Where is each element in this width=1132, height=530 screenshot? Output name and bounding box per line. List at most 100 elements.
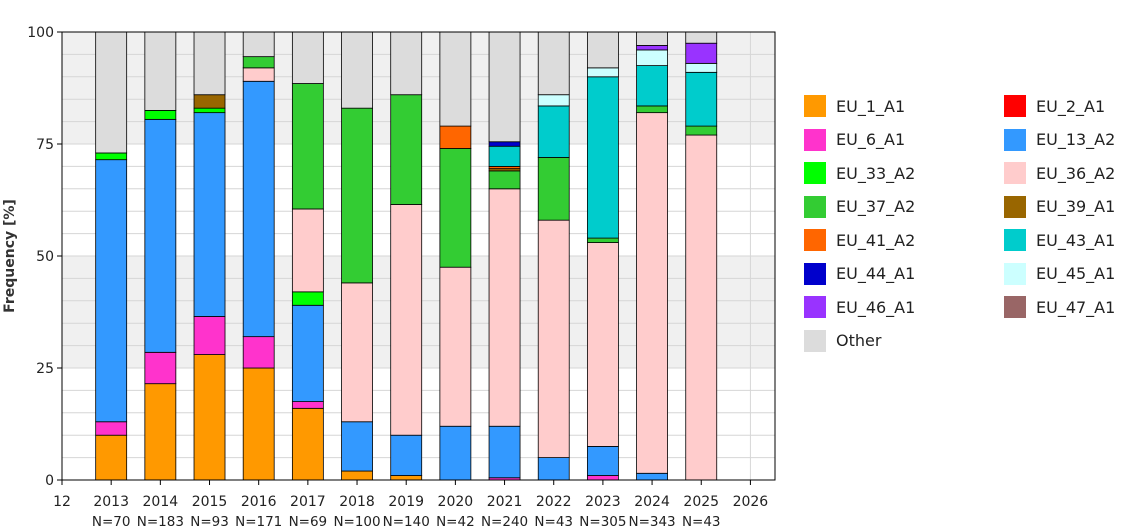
y-tick-label: 0 bbox=[45, 473, 54, 489]
y-tick-label: 75 bbox=[36, 137, 54, 153]
legend-label: EU_45_A1 bbox=[1036, 264, 1116, 283]
bar-segment-2013-eu_1_a1 bbox=[95, 434, 128, 481]
bar-segment-2019-eu_36_a2 bbox=[390, 204, 423, 436]
legend-swatch bbox=[1004, 128, 1026, 151]
x-tick-label: 2015 bbox=[192, 494, 228, 510]
bar-segment-2020-other bbox=[439, 31, 472, 127]
bar-segment-2016-eu_13_a2 bbox=[242, 80, 275, 338]
y-tick-label: 25 bbox=[36, 361, 54, 377]
sample-size-label: N=171 bbox=[235, 514, 282, 530]
bar-segment-2018-eu_36_a2 bbox=[341, 282, 373, 423]
legend-item-eu_39_a1: EU_39_A1 bbox=[1004, 194, 1115, 220]
legend-label: EU_6_A1 bbox=[836, 130, 906, 149]
bar-segment-2024-eu_37_a2 bbox=[636, 105, 668, 114]
bar-segment-2025-eu_43_a1 bbox=[685, 71, 718, 127]
bar-segment-2019-eu_37_a2 bbox=[390, 94, 423, 205]
legend-label: EU_2_A1 bbox=[1036, 96, 1106, 116]
bar-segment-2016-eu_1_a1 bbox=[242, 367, 275, 481]
bar-segment-2016-other bbox=[242, 31, 275, 58]
sample-size-label: N=240 bbox=[481, 514, 528, 530]
legend-swatch bbox=[1004, 262, 1026, 285]
legend-label: EU_46_A1 bbox=[836, 297, 916, 317]
y-axis-label: Frequency [%] bbox=[2, 199, 18, 313]
legend-label: EU_37_A2 bbox=[836, 197, 916, 216]
bar-segment-2017-eu_33_a2 bbox=[291, 291, 324, 306]
legend-label: EU_44_A1 bbox=[836, 264, 916, 283]
legend-item-eu_6_a1: EU_6_A1 bbox=[804, 127, 905, 153]
sample-size-label: N=183 bbox=[137, 514, 184, 530]
sample-size-label: N=343 bbox=[628, 514, 675, 530]
bar-segment-2021-eu_43_a1 bbox=[488, 145, 521, 167]
legend-swatch bbox=[804, 195, 826, 218]
bar-segment-2015-eu_1_a1 bbox=[193, 354, 226, 481]
bar-segment-2014-eu_13_a2 bbox=[144, 118, 177, 353]
bar-segment-2022-eu_36_a2 bbox=[537, 219, 570, 459]
legend-label: EU_39_A1 bbox=[1036, 197, 1116, 216]
bar-segment-2023-eu_13_a2 bbox=[586, 445, 619, 476]
legend-swatch bbox=[804, 229, 826, 251]
legend-swatch bbox=[804, 262, 826, 285]
bar-segment-2024-eu_13_a2 bbox=[636, 472, 668, 481]
bar-segment-2015-eu_6_a1 bbox=[193, 316, 226, 355]
bar-segment-2014-eu_1_a1 bbox=[144, 383, 177, 481]
bar-segment-2021-eu_44_a1 bbox=[488, 141, 521, 147]
legend-swatch bbox=[804, 95, 826, 117]
bar-segment-2013-eu_6_a1 bbox=[95, 421, 128, 436]
x-tick-label: 2020 bbox=[438, 494, 474, 510]
x-tick-label: 2024 bbox=[634, 494, 670, 510]
bar-segment-2022-eu_37_a2 bbox=[537, 157, 570, 221]
legend-item-other: Other bbox=[804, 328, 881, 354]
bar-segment-2024-eu_43_a1 bbox=[636, 65, 668, 107]
legend-swatch bbox=[804, 329, 826, 352]
legend-item-eu_13_a2: EU_13_A2 bbox=[1004, 127, 1115, 153]
bar-segment-2016-eu_6_a1 bbox=[242, 336, 275, 369]
bar-segment-2023-eu_37_a2 bbox=[586, 237, 619, 243]
bar-segment-2022-eu_43_a1 bbox=[537, 105, 570, 158]
bar-segment-2022-eu_13_a2 bbox=[537, 457, 570, 481]
bar-segment-2016-eu_37_a2 bbox=[242, 56, 275, 69]
x-tick-label: 2019 bbox=[388, 494, 424, 510]
legend-item-eu_41_a2: EU_41_A2 bbox=[804, 227, 915, 253]
bar-segment-2013-eu_33_a2 bbox=[95, 152, 128, 161]
bar-segment-2020-eu_37_a2 bbox=[439, 148, 472, 268]
bar-segment-2013-other bbox=[95, 31, 128, 154]
legend-label: EU_36_A2 bbox=[1036, 163, 1116, 183]
legend-swatch bbox=[1004, 296, 1026, 318]
bar-segment-2024-eu_46_a1 bbox=[636, 45, 668, 51]
legend-swatch bbox=[804, 162, 826, 184]
legend-swatch bbox=[804, 128, 826, 151]
x-tick-label: 2025 bbox=[683, 494, 719, 510]
bar-segment-2023-eu_6_a1 bbox=[586, 475, 619, 481]
bar-segment-2019-eu_13_a2 bbox=[390, 434, 423, 476]
bar-segment-2018-eu_1_a1 bbox=[341, 470, 373, 481]
legend-item-eu_37_a2: EU_37_A2 bbox=[804, 194, 915, 220]
x-tick-label: 2013 bbox=[93, 494, 129, 510]
legend-item-eu_2_a1: EU_2_A1 bbox=[1004, 93, 1105, 119]
bar-segment-2020-eu_36_a2 bbox=[439, 266, 472, 427]
legend-label: EU_33_A2 bbox=[836, 163, 916, 183]
x-tick-label: 2021 bbox=[487, 494, 523, 510]
x-tick-label: 2026 bbox=[733, 494, 769, 510]
bar-segment-2023-eu_36_a2 bbox=[586, 242, 619, 447]
legend-item-eu_47_a1: EU_47_A1 bbox=[1004, 294, 1115, 320]
bar-segment-2015-other bbox=[193, 31, 226, 96]
bar-segment-2018-other bbox=[341, 31, 373, 109]
legend-swatch bbox=[1004, 95, 1026, 117]
legend-swatch bbox=[1004, 195, 1026, 218]
bar-segment-2020-eu_41_a2 bbox=[439, 125, 472, 149]
sample-size-label: N=100 bbox=[333, 514, 380, 530]
legend-swatch bbox=[804, 296, 826, 318]
x-tick-label: 12 bbox=[53, 494, 71, 510]
bar-segment-2021-eu_37_a2 bbox=[488, 170, 521, 190]
bar-segment-2017-eu_13_a2 bbox=[291, 304, 324, 402]
bar-segment-2023-other bbox=[586, 31, 619, 69]
sample-size-label: N=93 bbox=[190, 514, 229, 530]
bar-segment-2022-eu_45_a1 bbox=[537, 94, 570, 107]
sample-size-label: N=305 bbox=[579, 514, 626, 530]
bar-segment-2015-eu_13_a2 bbox=[193, 112, 226, 317]
bar-segment-2021-eu_13_a2 bbox=[488, 425, 521, 479]
bar-segment-2015-eu_39_a1 bbox=[193, 94, 226, 109]
legend-label: EU_47_A1 bbox=[1036, 297, 1116, 317]
legend-item-eu_33_a2: EU_33_A2 bbox=[804, 160, 915, 186]
bar-segment-2013-eu_13_a2 bbox=[95, 159, 128, 423]
